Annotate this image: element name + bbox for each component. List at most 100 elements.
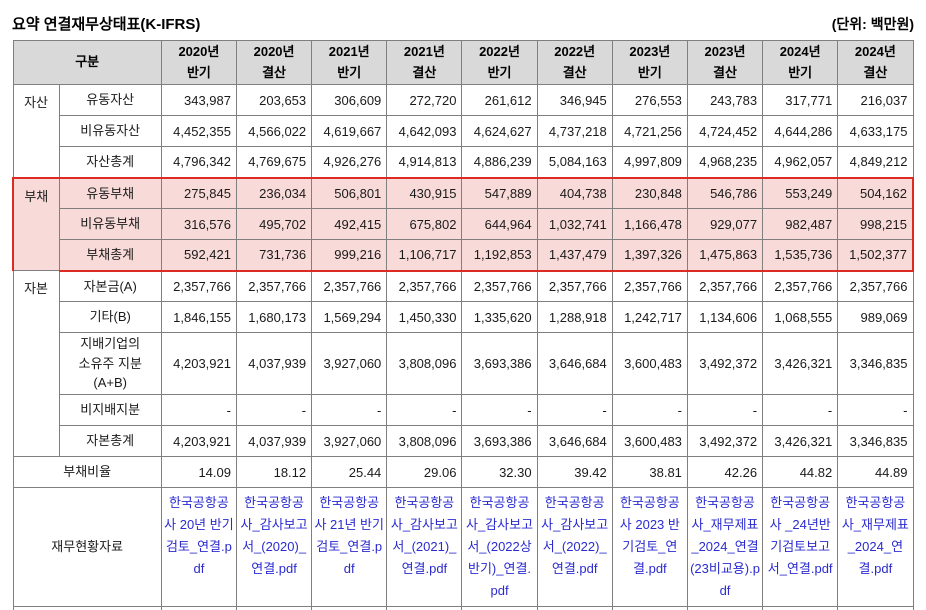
attachment-cell: 한국공항공사_감사보고서_(2020)_연결.pdf: [235, 487, 313, 607]
value-cell: 343,987: [160, 84, 237, 116]
table-row: 자산총계 4,796,342 4,769,675 4,926,276 4,914,813…: [13, 146, 914, 178]
value-cell: -: [536, 394, 613, 426]
table-row: 기타(B) 1,846,155 1,680,173 1,569,294 1,450,33…: [13, 301, 914, 333]
attachment-link[interactable]: 한국공항공사 20년 반기검토_연결.pdf: [164, 495, 234, 576]
value-cell: 1,106,717: [386, 239, 463, 272]
value-cell: 4,642,093: [386, 115, 463, 147]
value-cell: 3,646,684: [536, 332, 613, 395]
value-cell: 29.06: [386, 456, 463, 488]
value-cell: 38.81: [611, 456, 688, 488]
value-cell: 1,068,555: [762, 301, 839, 333]
value-cell: -: [311, 394, 388, 426]
value-cell: 2,357,766: [611, 270, 688, 302]
value-cell: 644,964: [461, 208, 538, 240]
value-cell: 2,357,766: [160, 270, 237, 302]
value-cell: 4,037,939: [235, 425, 313, 457]
row-label: 자본금(A): [58, 270, 162, 302]
attachment-link[interactable]: 한국공항공사_재무제표_2024_연결(23비교용).pdf: [690, 495, 760, 598]
value-cell: -: [611, 394, 688, 426]
value-cell: 2,357,766: [311, 270, 388, 302]
value-cell: 4,968,235: [686, 146, 764, 178]
value-cell: 3,346,835: [837, 425, 914, 457]
row-label: 자본총계: [58, 425, 162, 457]
attachment-link[interactable]: 한국공항공사_감사보고서_(2022상반기)_연결.pdf: [466, 495, 534, 598]
value-cell: 3,927,060: [311, 425, 388, 457]
value-cell: 999,216: [311, 239, 388, 272]
value-cell: 4,737,218: [536, 115, 613, 147]
attachment-link[interactable]: 한국공항공사 2023 반기검토_연결.pdf: [619, 495, 680, 576]
attachment-link[interactable]: 한국공항공사 21년 반기검토_연결.pdf: [314, 495, 384, 576]
value-cell: 2,357,766: [235, 270, 313, 302]
value-cell: 14.09: [160, 456, 237, 488]
category-cell: 부채: [11, 176, 60, 271]
value-cell: 430,915: [386, 176, 463, 209]
attachment-cell: 한국공항공사_재무제표_2024_연결.pdf: [837, 487, 914, 607]
value-cell: 675,802: [386, 208, 463, 240]
value-cell: -: [160, 394, 237, 426]
value-cell: 346,945: [536, 84, 613, 116]
value-cell: 506,801: [311, 176, 388, 209]
year-header: 2024년 결산: [837, 40, 914, 85]
value-cell: 4,997,809: [611, 146, 688, 178]
row-label: 지배기업의 소유주 지분 (A+B): [58, 332, 162, 395]
value-cell: 1,437,479: [536, 239, 613, 272]
value-cell: 4,644,286: [762, 115, 839, 147]
value-cell: 42.26: [686, 456, 764, 488]
row-label: 유동부채: [58, 176, 162, 209]
value-cell: 4,619,667: [311, 115, 388, 147]
attachment-link[interactable]: 한국공항공사_감사보고서_(2021)_연결.pdf: [390, 495, 458, 576]
year-header: 2020년 반기: [160, 40, 237, 85]
row-label: 재무현황자료: [12, 606, 162, 610]
value-cell: 1,502,377: [837, 239, 915, 272]
attachment-cell: 한국공항공사 20년 반기검토_연결.pdf: [160, 487, 237, 607]
value-cell: 547,889: [461, 176, 538, 209]
value-cell: 44.82: [762, 456, 839, 488]
value-cell: -: [686, 394, 764, 426]
value-cell: 203,653: [235, 84, 313, 116]
attachment-cell: 한국공항공사 2023 반기검토_연결.pdf: [611, 487, 688, 607]
attachment-cell: 한국공항공사: [235, 606, 313, 610]
attachment-link[interactable]: 한국공항공사 _24년반기검토보고서_연결.pdf: [767, 495, 833, 576]
value-cell: 3,927,060: [311, 332, 388, 395]
attachment-cell: 한국공항공사: [686, 606, 764, 610]
value-cell: 230,848: [611, 176, 688, 209]
value-cell: 4,926,276: [311, 146, 388, 178]
value-cell: 3,808,096: [386, 332, 463, 395]
debt-ratio-row: 부채비율 14.09 18.12 25.44 29.06 32.30 39.42 38.81 4…: [12, 456, 914, 488]
value-cell: 306,609: [311, 84, 388, 116]
table-row: 부채총계 592,421 731,736 999,216 1,106,717 1,192,…: [13, 239, 915, 272]
value-cell: 504,162: [837, 176, 915, 209]
attachment-cell: 한국공항공사: [762, 606, 839, 610]
attachment-cell: 한국공항공사: [160, 606, 237, 610]
value-cell: 1,192,853: [461, 239, 538, 272]
value-cell: 404,738: [536, 176, 613, 209]
value-cell: 3,808,096: [386, 425, 463, 457]
value-cell: 495,702: [235, 208, 313, 240]
year-header: 2021년 결산: [386, 40, 463, 85]
attachment-link[interactable]: 한국공항공사_재무제표_2024_연결.pdf: [841, 495, 909, 576]
value-cell: 3,492,372: [686, 332, 764, 395]
value-cell: 4,724,452: [686, 115, 764, 147]
attachment-link[interactable]: 한국공항공사_감사보고서_(2020)_연결.pdf: [240, 495, 308, 576]
value-cell: 3,600,483: [611, 425, 688, 457]
attachment-cell: 한국공항공사_재무제표_2024_연결(23비교용).pdf: [686, 487, 764, 607]
table-row: 자본총계 4,203,921 4,037,939 3,927,060 3,808,096…: [13, 425, 914, 457]
value-cell: 2,357,766: [536, 270, 613, 302]
value-cell: 316,576: [160, 208, 237, 240]
attachments-row: 재무현황자료 한국공항공사 20년 반기검토_연결.pdf 한국공항공사_감사보고서…: [12, 487, 914, 607]
year-header: 2023년 반기: [611, 40, 688, 85]
value-cell: -: [762, 394, 839, 426]
title-bar: 요약 연결재무상태표(K-IFRS) (단위: 백만원): [0, 0, 926, 40]
value-cell: 3,646,684: [536, 425, 613, 457]
attachment-cell: 한국공항공사: [311, 606, 388, 610]
value-cell: 2,357,766: [461, 270, 538, 302]
value-cell: 275,845: [160, 176, 237, 209]
year-header: 2024년 반기: [762, 40, 839, 85]
value-cell: 2,357,766: [837, 270, 914, 302]
value-cell: 4,796,342: [160, 146, 237, 178]
value-cell: 3,492,372: [686, 425, 764, 457]
attachment-link[interactable]: 한국공항공사_감사보고서_(2022)_연결.pdf: [541, 495, 609, 576]
value-cell: 4,886,239: [461, 146, 538, 178]
table-row: 자산 유동자산 343,987 203,653 306,609 272,720 261,61…: [12, 84, 914, 178]
